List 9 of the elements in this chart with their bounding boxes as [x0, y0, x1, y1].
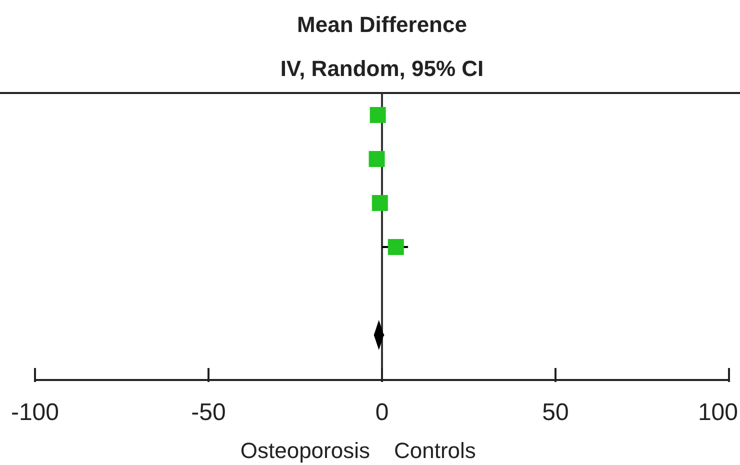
x-tick-label: -100: [10, 399, 60, 426]
x-tick-label: 100: [698, 399, 738, 426]
x-tick-label: 50: [542, 399, 569, 426]
x-tick-label: 0: [375, 399, 389, 426]
x-tick-label: -50: [191, 399, 226, 426]
text: Osteoporosis: [240, 438, 370, 463]
chart-subtitle: IV, Random, 95% CI: [280, 56, 484, 81]
chart-title: Mean Difference: [297, 12, 467, 37]
text: Controls: [394, 438, 476, 463]
